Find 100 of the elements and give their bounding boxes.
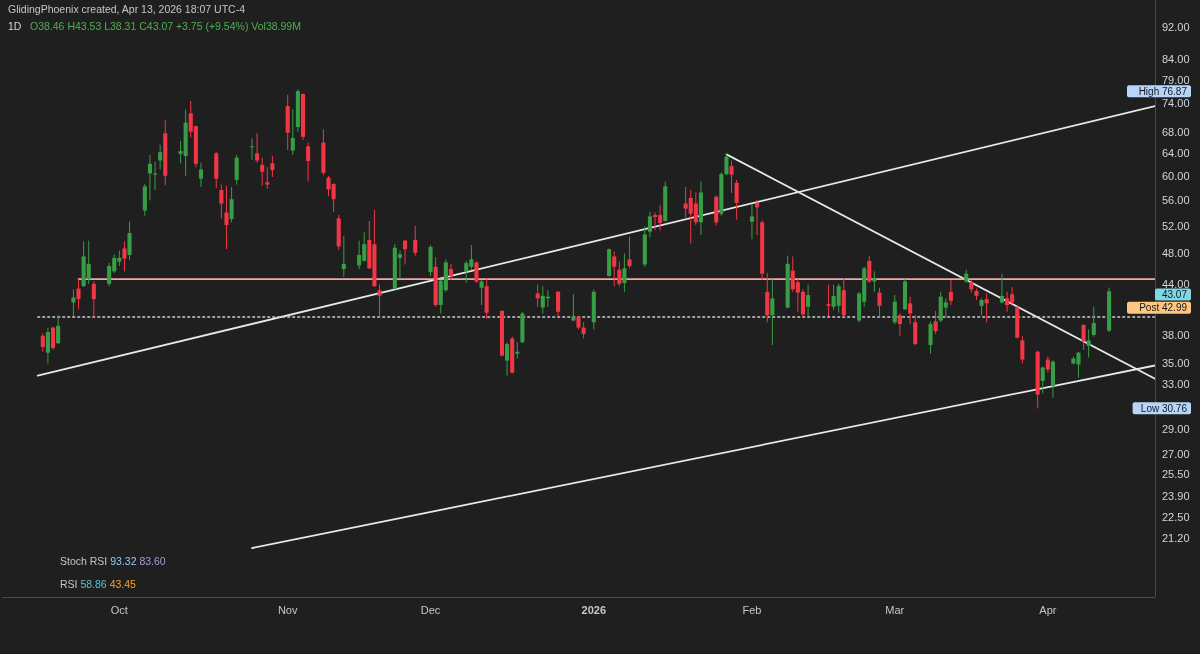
annotation: GlidingPhoenix created, Apr 13, 2026 18:07 UTC-4 (8, 3, 246, 15)
y-tick-label: 92.00 (1162, 20, 1190, 33)
candlestick (867, 255, 872, 284)
candlestick (45, 327, 50, 364)
x-tick-label: Dec (420, 604, 441, 616)
candlestick (734, 179, 739, 221)
candlestick (627, 236, 632, 269)
candlestick (984, 292, 989, 323)
candlestick (357, 240, 362, 270)
candlestick (1081, 323, 1086, 351)
text: 1D (8, 20, 22, 32)
candlestick (306, 142, 311, 183)
y-tick-label: 56.00 (1162, 193, 1190, 206)
x-tick-label: Oct (110, 604, 128, 616)
candlestick (107, 262, 112, 287)
annotation: High 76.87 (1138, 85, 1188, 97)
y-tick-label: 23.90 (1162, 490, 1190, 503)
candlestick (290, 108, 295, 156)
y-tick-label: 84.00 (1162, 52, 1190, 65)
candlestick (693, 191, 698, 226)
candlestick (826, 284, 831, 317)
candlestick (1040, 365, 1045, 395)
candlestick (153, 161, 158, 191)
y-tick-label: 79.00 (1162, 73, 1190, 86)
candlestick (1020, 335, 1025, 364)
candlestick (40, 332, 45, 353)
candlestick (897, 313, 902, 337)
y-tick-label: 74.00 (1162, 96, 1190, 109)
candlestick (933, 310, 938, 335)
candlestick (464, 260, 469, 284)
candlestick (270, 155, 275, 178)
candlestick (515, 341, 520, 360)
candlestick (76, 278, 81, 310)
candlestick (448, 263, 453, 281)
y-tick-label: 60.00 (1162, 169, 1190, 182)
candlestick (806, 284, 811, 318)
annotation: RSI 58.86 43.45 (60, 578, 137, 590)
candlestick (224, 185, 229, 250)
candlestick (928, 320, 933, 355)
candlestick (724, 153, 729, 176)
candlestick (122, 240, 127, 272)
candlestick (892, 294, 897, 325)
candlestick (872, 270, 877, 293)
candlestick (91, 280, 96, 318)
annotation: Stoch RSI 93.32 83.60 (60, 555, 166, 567)
candlestick (260, 157, 265, 187)
y-tick-label: 33.00 (1162, 377, 1190, 390)
candlestick (50, 326, 56, 351)
y-tick-label: 27.00 (1162, 447, 1190, 460)
candlestick (948, 279, 953, 306)
y-tick-label: 48.00 (1162, 247, 1190, 260)
candlestick (943, 297, 948, 319)
x-tick-label: Mar (885, 604, 905, 616)
x-tick-label: Nov (277, 604, 298, 616)
candlestick (556, 290, 561, 318)
candlestick (749, 203, 754, 240)
candlestick (86, 240, 91, 285)
x-tick-label: Feb (742, 604, 762, 616)
candlestick (413, 225, 418, 257)
candlestick (234, 154, 239, 186)
y-tick-label: 68.00 (1162, 126, 1190, 139)
y-tick-label: 29.00 (1162, 422, 1190, 435)
annotation: Low 30.76 (1140, 402, 1188, 414)
y-tick-label: 21.20 (1162, 532, 1190, 545)
candlestick (622, 253, 627, 293)
candlestick (158, 144, 163, 170)
y-tick-label: 22.50 (1162, 511, 1190, 524)
candlestick (229, 186, 234, 223)
y-tick-label: 64.00 (1162, 147, 1190, 160)
candlestick (56, 314, 61, 345)
x-tick-label: Apr (1039, 604, 1057, 616)
y-tick-label: 25.50 (1162, 467, 1190, 480)
y-tick-label: 38.00 (1162, 328, 1190, 341)
candlestick (479, 279, 484, 306)
candlestick (1005, 291, 1010, 313)
candlestick (198, 162, 204, 188)
annotation: O38.46 H43.53 L38.31 C43.07 +3.75 (+9.54%) Vol38.99M (30, 20, 301, 32)
candlestick (913, 314, 918, 346)
candlestick (877, 287, 882, 318)
annotation: Post 42.99 (1139, 302, 1188, 314)
candlestick (729, 159, 734, 194)
candlestick (908, 296, 913, 325)
y-tick-label: 52.00 (1162, 219, 1190, 232)
candlestick (219, 184, 224, 219)
text: 43.07 (1161, 289, 1188, 301)
candlestick (535, 284, 540, 308)
candlestick (255, 132, 260, 164)
candlestick (770, 278, 775, 346)
y-tick-label: 35.00 (1162, 357, 1190, 370)
candlestick (377, 284, 382, 318)
candlestick (265, 166, 270, 190)
candlestick (1091, 306, 1096, 338)
candlestick (617, 261, 622, 287)
candlestick (341, 235, 346, 278)
candlestick (836, 283, 841, 314)
candlestick (147, 154, 152, 201)
candlestick (765, 272, 770, 323)
candlestick (1086, 328, 1091, 359)
candlestick (647, 211, 652, 238)
candlestick (249, 137, 255, 161)
